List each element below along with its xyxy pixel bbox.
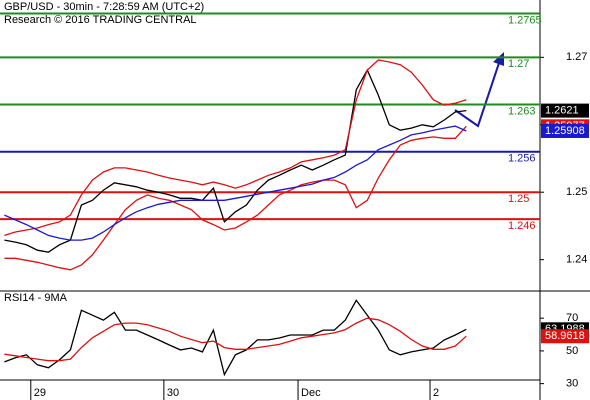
last-value-box bbox=[541, 123, 589, 138]
y-tick-label: 1.27 bbox=[566, 51, 587, 63]
level-label: 1.263 bbox=[508, 105, 536, 117]
panel-title: RSI14 - 9MA bbox=[4, 292, 68, 304]
x-tick-label: Dec bbox=[301, 387, 321, 399]
last-value-label: 1.2621 bbox=[545, 105, 579, 117]
x-tick-label: 29 bbox=[34, 387, 46, 399]
last-value-label: 1.25908 bbox=[545, 125, 585, 137]
y-tick-label: 1.25 bbox=[566, 186, 587, 198]
chart-subtitle: Research © 2016 TRADING CENTRAL bbox=[4, 14, 197, 26]
series-line bbox=[4, 59, 467, 237]
y-tick-label: 1.24 bbox=[566, 254, 587, 266]
level-label: 1.246 bbox=[508, 220, 536, 232]
last-value-label: 58.9618 bbox=[545, 330, 585, 342]
level-label: 1.27 bbox=[508, 58, 529, 70]
series-line bbox=[4, 125, 467, 271]
series-line bbox=[4, 125, 467, 241]
y-tick-label: 70 bbox=[566, 312, 578, 324]
last-value-box bbox=[541, 103, 589, 118]
forecast-arrowhead bbox=[493, 52, 504, 66]
chart-title: GBP/USD - 30min - 7:28:59 AM (UTC+2) bbox=[4, 1, 204, 13]
y-tick-label: 50 bbox=[566, 345, 578, 357]
x-tick-label: 2 bbox=[433, 387, 439, 399]
series-line bbox=[4, 299, 467, 377]
level-label: 1.2765 bbox=[508, 14, 542, 26]
x-tick-label: 30 bbox=[167, 387, 179, 399]
series-line bbox=[4, 68, 467, 253]
last-value-box bbox=[541, 329, 589, 344]
forecast-arrow bbox=[454, 59, 501, 128]
series-line bbox=[4, 317, 467, 362]
level-label: 1.25 bbox=[508, 193, 529, 205]
y-tick-label: 30 bbox=[566, 378, 578, 390]
level-label: 1.256 bbox=[508, 153, 536, 165]
